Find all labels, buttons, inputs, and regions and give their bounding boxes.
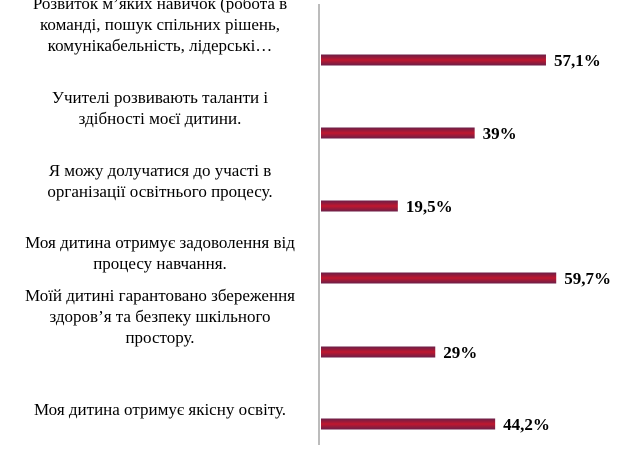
category-label-line: простору.	[125, 328, 194, 347]
value-label: 59,7%	[564, 269, 611, 288]
category-label-line: Учителі розвивають таланти і	[52, 88, 268, 107]
category-label-line: організації освітнього процесу.	[47, 182, 272, 201]
category-label-line: комунікабельність, лідерські…	[48, 36, 273, 55]
category-label-line: Я можу долучатися до участі в	[49, 161, 272, 180]
bar	[321, 200, 398, 212]
value-label: 29%	[443, 343, 477, 362]
category-label-line: Моїй дитині гарантовано збереження	[25, 286, 295, 305]
value-label: 57,1%	[554, 51, 601, 70]
category-label: Моя дитина отримує якісну освіту.	[34, 400, 286, 419]
value-label: 19,5%	[406, 197, 453, 216]
category-label: Я можу долучатися до участі в організації…	[47, 161, 272, 201]
category-label-line: Моя дитина отримує задоволення від	[25, 233, 295, 252]
category-label-line: здоров’я та безпеку шкільного	[49, 307, 270, 326]
category-label-line: команді, пошук спільних рішень,	[40, 15, 280, 34]
labels-layer: 57,1% Розвиток м’яких навичок (робота в ко…	[25, 0, 611, 434]
category-label: Моя дитина отримує задоволення від процес…	[25, 233, 295, 273]
category-label: Учителі розвивають таланти і здібності мо…	[52, 88, 268, 128]
category-label-line: процесу навчання.	[93, 254, 227, 273]
bars-layer	[321, 54, 557, 430]
bar	[321, 418, 496, 430]
category-label-line: Моя дитина отримує якісну освіту.	[34, 400, 286, 419]
value-label: 39%	[483, 124, 517, 143]
category-label: Моїй дитині гарантовано збереження здоров…	[25, 286, 295, 347]
category-label-line: Розвиток м’яких навичок (робота в	[33, 0, 287, 13]
bar	[321, 346, 436, 358]
value-label: 44,2%	[503, 415, 550, 434]
bar	[321, 272, 557, 284]
bar	[321, 127, 475, 139]
category-label-line: здібності моєї дитини.	[79, 109, 242, 128]
category-label: Розвиток м’яких навичок (робота в команді…	[33, 0, 287, 55]
bar	[321, 54, 546, 66]
